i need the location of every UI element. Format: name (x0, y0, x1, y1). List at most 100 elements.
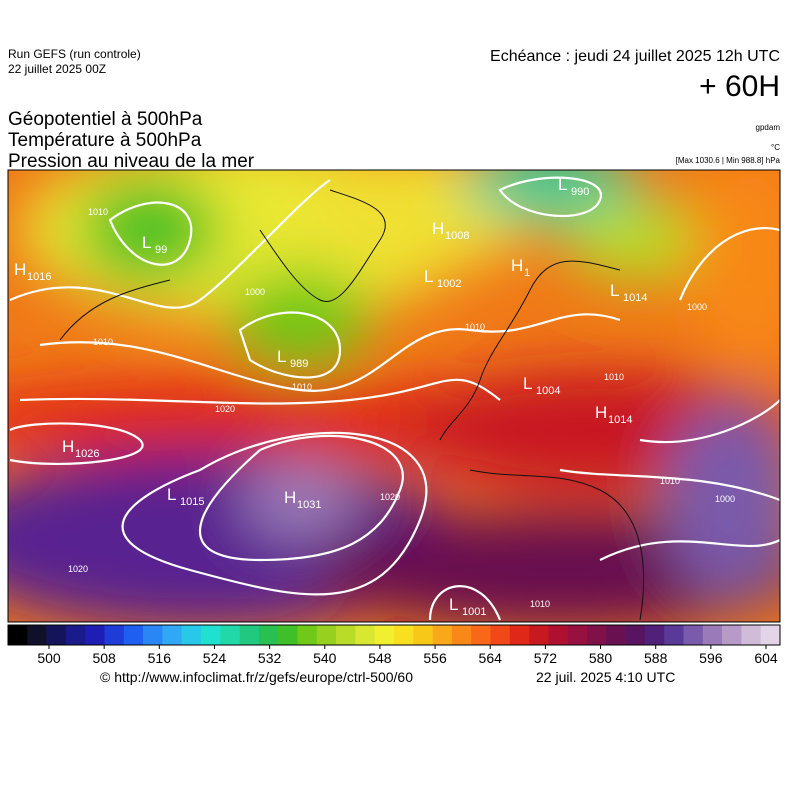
isobar-label: 1010 (292, 382, 312, 392)
colorbar-swatch (27, 625, 47, 645)
center-type: H (284, 488, 296, 507)
colorbar-swatch (741, 625, 761, 645)
center-value: 99 (155, 244, 167, 256)
colorbar-swatch (201, 625, 221, 645)
colorbar-tick-label: 508 (92, 650, 116, 666)
colorbar-swatch (722, 625, 742, 645)
center-value: 1031 (297, 499, 321, 511)
map-field (8, 170, 780, 622)
unit: gpdam (756, 123, 781, 132)
colorbar-swatch (258, 625, 279, 645)
colorbar-swatch (297, 625, 318, 645)
center-value: 990 (571, 186, 589, 198)
colorbar-tick-label: 524 (203, 650, 227, 666)
center-type: L (558, 175, 567, 194)
center-value: 1001 (462, 606, 486, 618)
isobar-label: 1020 (215, 404, 235, 414)
colorbar-tick-label: 580 (589, 650, 613, 666)
center-type: H (432, 219, 444, 238)
colorbar-swatch (606, 625, 626, 645)
colorbar-swatch (567, 625, 588, 645)
center-value: 1 (524, 267, 530, 279)
colorbar-tick-label: 500 (37, 650, 61, 666)
colorbar-tick-label: 596 (699, 650, 723, 666)
center-value: 989 (290, 358, 308, 370)
colorbar-swatch (278, 625, 298, 645)
colorbar-swatch (432, 625, 453, 645)
center-type: L (424, 267, 433, 286)
colorbar-tick-label: 548 (368, 650, 392, 666)
run-date: 22 juillet 2025 00Z (8, 62, 106, 76)
colorbar-swatch (220, 625, 240, 645)
center-type: H (14, 260, 26, 279)
colorbar-swatch (123, 625, 144, 645)
colorbar-swatch (355, 625, 375, 645)
center-type: L (167, 485, 176, 504)
valid-time: Echéance : jeudi 24 juillet 2025 12h UTC (490, 48, 780, 65)
colorbar-swatch (760, 625, 781, 645)
colorbar-tick-label: 556 (423, 650, 447, 666)
colorbar-tick-label: 516 (148, 650, 172, 666)
isobar-label: 1010 (660, 476, 680, 486)
colorbar-tick-label: 572 (534, 650, 558, 666)
colorbar-tick-label: 532 (258, 650, 282, 666)
center-type: L (523, 374, 532, 393)
colorbar-swatch (471, 625, 491, 645)
field-title: Pression au niveau de la mer (8, 151, 255, 172)
center-value: 1016 (27, 271, 51, 283)
isobar-label: 1000 (245, 287, 265, 297)
center-type: L (277, 347, 286, 366)
center-value: 1014 (623, 292, 647, 304)
center-type: L (449, 595, 458, 614)
colorbar-swatch (664, 625, 684, 645)
colorbar-swatch (548, 625, 568, 645)
isobar-label: 1020 (380, 492, 400, 502)
unit: °C (771, 143, 780, 152)
center-value: 1014 (608, 414, 632, 426)
colorbar-swatch (490, 625, 511, 645)
colorbar-swatch (625, 625, 646, 645)
run-label: Run GEFS (run controle) (8, 47, 141, 61)
center-value: 1026 (75, 448, 99, 460)
colorbar-swatch (143, 625, 163, 645)
colorbar-swatch (162, 625, 182, 645)
colorbar-swatch (181, 625, 202, 645)
colorbar-swatch (336, 625, 356, 645)
center-value: 1008 (445, 230, 469, 242)
colorbar-swatch (529, 625, 549, 645)
colorbar-swatch (316, 625, 337, 645)
isobar-label: 1000 (715, 494, 735, 504)
issued-time: 22 juil. 2025 4:10 UTC (536, 669, 675, 685)
colorbar-swatch (85, 625, 105, 645)
source-url: © http://www.infoclimat.fr/z/gefs/europe… (100, 669, 413, 685)
center-type: L (610, 281, 619, 300)
isobar-label: 1010 (465, 322, 485, 332)
colorbar-swatch (702, 625, 723, 645)
colorbar-swatch (8, 625, 28, 645)
colorbar-swatch (683, 625, 704, 645)
isobar-label: 1020 (68, 564, 88, 574)
colorbar-swatch (587, 625, 607, 645)
center-type: H (62, 437, 74, 456)
center-value: 1004 (536, 385, 560, 397)
colorbar-tick-label: 564 (479, 650, 503, 666)
isobar-label: 1010 (530, 599, 550, 609)
colorbar-swatch (394, 625, 414, 645)
isobar-label: 1010 (88, 207, 108, 217)
pressure-range: [Max 1030.6 | Min 988.8] hPa (676, 156, 781, 165)
colorbar-swatch (65, 625, 86, 645)
map-frame (7, 169, 781, 623)
isobar-label: 1010 (604, 372, 624, 382)
field-title: Géopotentiel à 500hPa (8, 109, 203, 130)
isobar-label: 1000 (687, 302, 707, 312)
colorbar-swatch (46, 625, 67, 645)
isobar-label: 1010 (93, 337, 113, 347)
colorbar-swatch (644, 625, 665, 645)
colorbar-tick-label: 540 (313, 650, 337, 666)
center-value: 1002 (437, 278, 461, 290)
center-type: H (511, 256, 523, 275)
colorbar-swatch (104, 625, 125, 645)
center-type: L (142, 233, 151, 252)
